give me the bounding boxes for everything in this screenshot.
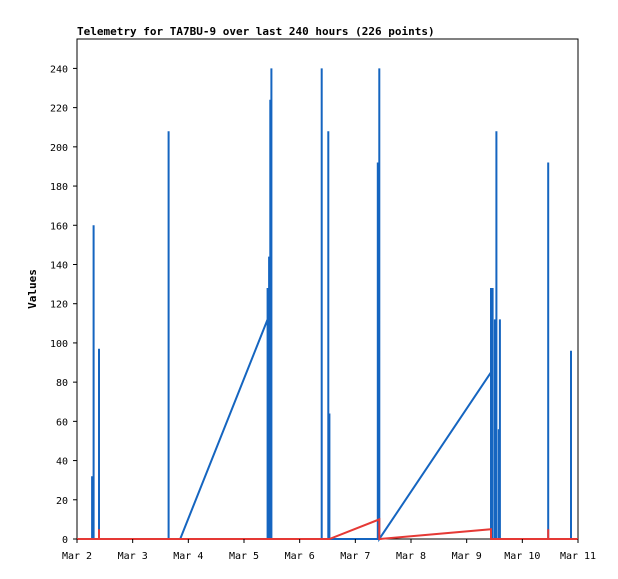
x-tick-label: Mar 7 [340,551,370,562]
x-tick-label: Mar 8 [396,551,426,562]
y-tick-label: 80 [56,378,68,389]
y-tick-label: 200 [50,143,68,154]
series-line-2 [77,517,578,540]
y-tick-label: 220 [50,104,68,115]
x-tick-label: Mar 11 [560,551,596,562]
y-tick-label: 0 [62,535,68,546]
series-line-1 [77,68,572,543]
x-tick-label: Mar 2 [62,551,92,562]
x-tick-label: Mar 10 [504,551,540,562]
x-tick-label: Mar 6 [285,551,315,562]
y-tick-label: 20 [56,496,68,507]
chart-title: Telemetry for TA7BU-9 over last 240 hour… [77,25,435,38]
x-axis: Mar 2 Mar 3 Mar 4 Mar 5 Mar 6 Mar 7 Mar 8 Mar 9… [62,539,596,562]
y-tick-label: 60 [56,417,68,428]
x-tick-label: Mar 5 [229,551,259,562]
y-tick-label: 160 [50,221,68,232]
x-tick-label: Mar 9 [452,551,482,562]
y-tick-label: 180 [50,182,68,193]
y-tick-label: 240 [50,64,68,75]
series-layer [77,68,578,543]
y-axis-label: Values [26,269,39,309]
y-tick-label: 140 [50,260,68,271]
y-tick-label: 40 [56,457,68,468]
y-tick-label: 120 [50,300,68,311]
x-tick-label: Mar 4 [173,551,203,562]
y-tick-label: 100 [50,339,68,350]
y-axis: 0 20 40 60 80 100 120 140 160 180 200 220 240 [50,64,77,546]
x-tick-label: Mar 3 [118,551,148,562]
